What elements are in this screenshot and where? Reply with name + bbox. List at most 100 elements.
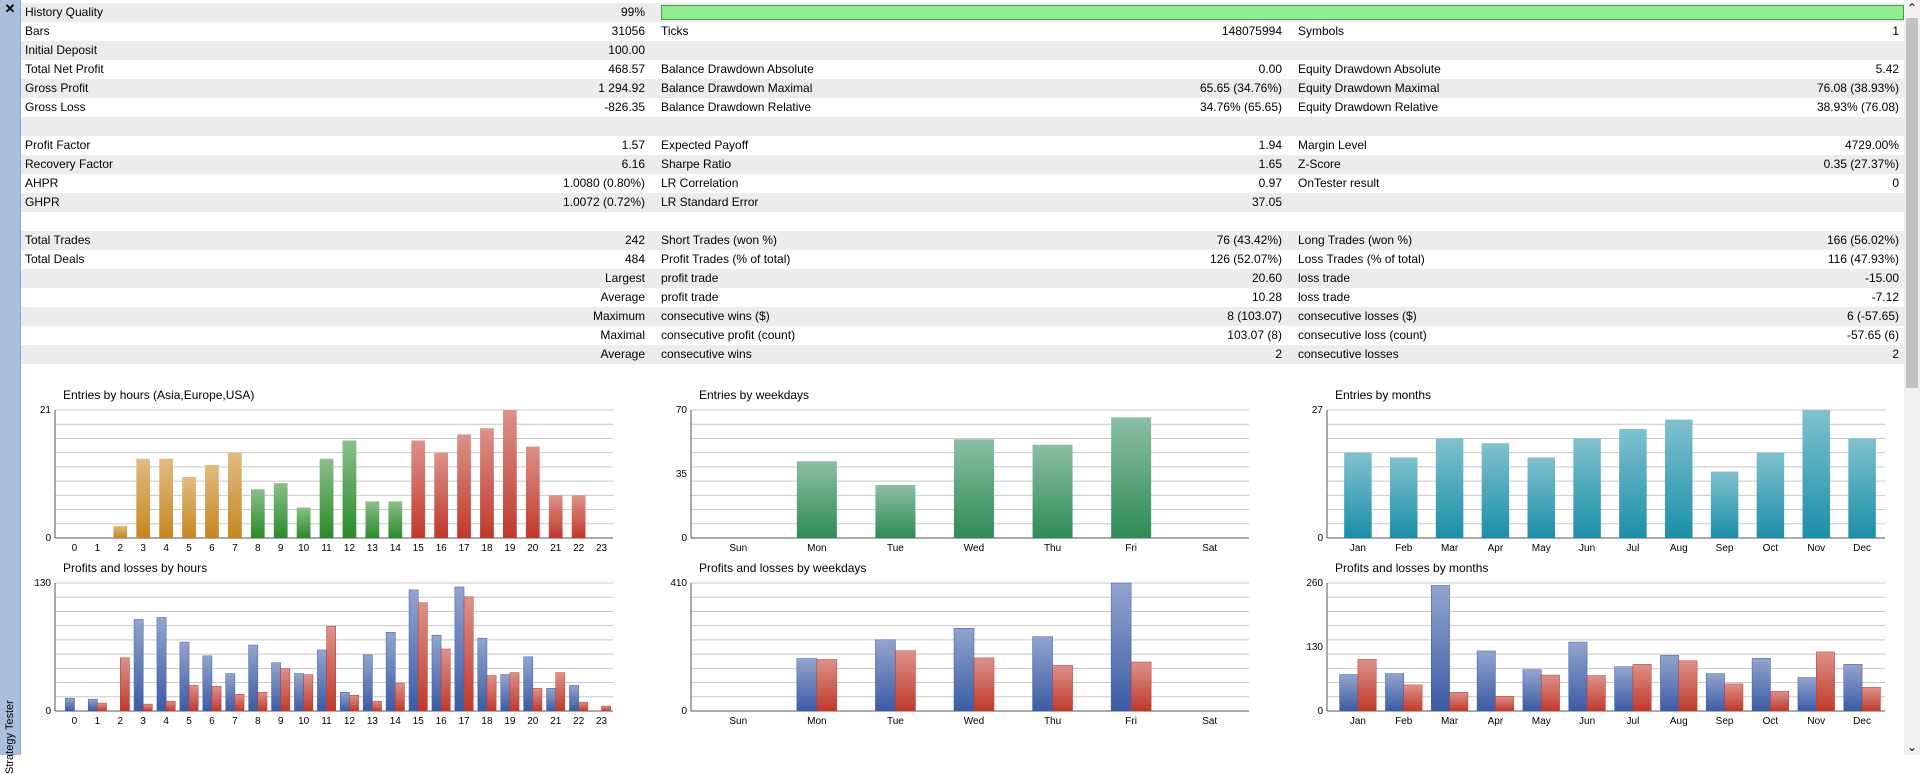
chevron-up-icon[interactable]: ⌃: [1906, 1, 1918, 15]
stat-value: 468.57: [608, 62, 645, 76]
y-tick-label: 0: [45, 533, 51, 544]
bar: [182, 477, 196, 538]
x-tick-label: 16: [436, 543, 448, 554]
bar: [503, 410, 517, 538]
stat-label: Equity Drawdown Absolute: [1298, 62, 1441, 76]
stat-label: Bars: [25, 24, 50, 38]
stat-label: Initial Deposit: [25, 43, 98, 57]
x-tick-label: 5: [186, 543, 192, 554]
x-tick-label: Apr: [1488, 716, 1504, 727]
stat-label: consecutive losses ($): [1298, 309, 1417, 323]
stats-row: Total Deals 484 Profit Trades (% of total)…: [21, 250, 1904, 269]
bar: [234, 694, 245, 712]
stat-label: Equity Drawdown Relative: [1298, 100, 1439, 114]
chart-title: Entries by weekdays: [699, 388, 810, 402]
x-tick-label: 1: [95, 716, 101, 727]
x-tick-label: Aug: [1670, 716, 1688, 727]
stat-label: Balance Drawdown Maximal: [661, 81, 813, 95]
vertical-scrollbar[interactable]: ⌃ ⌄: [1904, 0, 1920, 755]
x-tick-label: Apr: [1488, 543, 1504, 554]
bar: [87, 698, 98, 712]
chart-3: Profits and losses by hours 0 130 0 1 2 3 4 5 6 7 8…: [21, 561, 621, 731]
scrollbar-thumb[interactable]: [1906, 18, 1918, 388]
bar: [1339, 674, 1359, 712]
y-tick-label: 260: [1306, 578, 1323, 589]
bar: [1476, 650, 1496, 712]
stat-label: Total Trades: [25, 233, 91, 247]
bar: [159, 458, 173, 538]
stat-label: LR Standard Error: [661, 195, 759, 209]
stat-value: 65.65 (34.76%): [1199, 81, 1282, 95]
x-tick-label: 6: [209, 716, 215, 727]
bar: [1632, 663, 1652, 712]
bar: [509, 672, 520, 712]
bar: [1568, 641, 1588, 712]
bar: [548, 495, 563, 538]
stats-row: Largest profit trade 20.60 loss trade -15.00: [21, 269, 1904, 288]
y-tick-label: 0: [681, 706, 687, 717]
x-tick-label: 13: [367, 543, 379, 554]
bar: [296, 507, 311, 538]
x-tick-label: Oct: [1763, 543, 1779, 554]
bar: [273, 483, 288, 538]
bar: [532, 688, 543, 712]
bar: [225, 673, 236, 712]
x-tick-label: 14: [390, 543, 402, 554]
x-tick-label: 21: [550, 543, 562, 554]
stat-label: loss trade: [1298, 271, 1351, 285]
chart-4: Profits and losses by weekdays 0 410 Sun Mon…: [657, 561, 1257, 731]
x-tick-label: 11: [321, 716, 332, 727]
bar: [555, 672, 566, 712]
x-tick-label: Thu: [1044, 716, 1061, 727]
x-tick-label: Mar: [1441, 543, 1459, 554]
x-tick-label: May: [1532, 543, 1551, 554]
bar: [1573, 438, 1601, 538]
bar: [1614, 666, 1634, 712]
bar: [303, 674, 314, 712]
x-tick-label: 12: [344, 543, 356, 554]
bar: [65, 697, 75, 712]
x-tick-label: 3: [140, 716, 146, 727]
x-tick-label: 7: [232, 716, 238, 727]
stat-value: -826.35: [604, 100, 645, 114]
stat-value: 1.94: [1258, 138, 1282, 152]
x-tick-label: 3: [140, 543, 146, 554]
stat-value: 2: [1275, 347, 1282, 361]
bar: [1802, 410, 1830, 538]
x-tick-label: 11: [321, 543, 332, 554]
bar: [1678, 660, 1698, 712]
bar: [1848, 438, 1876, 538]
x-tick-label: Sun: [729, 543, 747, 554]
x-tick-label: Dec: [1853, 543, 1871, 554]
bar: [1130, 661, 1152, 712]
bar: [271, 662, 281, 712]
x-tick-label: 1: [95, 543, 101, 554]
y-tick-label: 130: [1306, 642, 1323, 653]
bar: [486, 675, 497, 712]
stat-value: 2: [1892, 347, 1899, 361]
bar: [317, 649, 327, 712]
stat-value: 1.57: [621, 138, 645, 152]
stats-row: [21, 364, 1904, 383]
y-tick-label: 21: [40, 405, 52, 416]
chevron-down-icon[interactable]: ⌄: [1906, 740, 1918, 754]
stat-label: Long Trades (won %): [1298, 233, 1413, 247]
stat-label: Ticks: [661, 24, 689, 38]
x-tick-label: 23: [596, 543, 608, 554]
bar: [179, 641, 190, 712]
stat-value: 1.0072 (0.72%): [562, 195, 645, 209]
x-tick-label: Fri: [1125, 543, 1137, 554]
y-tick-label: 0: [45, 706, 51, 717]
stat-label: Equity Drawdown Maximal: [1298, 81, 1440, 95]
x-tick-label: 9: [278, 716, 284, 727]
stat-value: Maximal: [600, 328, 645, 342]
x-tick-label: Sep: [1716, 716, 1734, 727]
history-quality-bar: [661, 5, 1904, 20]
bar: [113, 525, 128, 538]
bar: [1660, 655, 1679, 712]
stats-row: Recovery Factor 6.16 Sharpe Ratio 1.65 Z-Sco…: [21, 155, 1904, 174]
chart-svg: 0 410 Sun Mon Tue Wed Thu Fri Sat: [670, 578, 1249, 727]
x-tick-label: 6: [209, 543, 215, 554]
close-icon[interactable]: ✕: [4, 1, 16, 16]
stat-value: 0.35 (27.37%): [1823, 157, 1899, 171]
